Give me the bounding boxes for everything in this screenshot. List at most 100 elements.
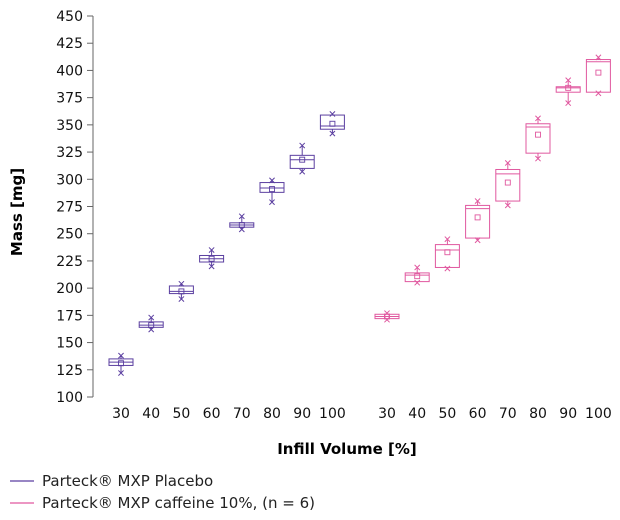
y-tick-label: 400	[56, 63, 83, 79]
x-tick-label: 40	[142, 406, 160, 422]
mean-marker	[595, 69, 602, 76]
mean-marker	[444, 249, 451, 256]
max-marker	[208, 247, 215, 253]
min-marker	[178, 296, 185, 302]
min-marker	[118, 370, 124, 377]
max-marker	[444, 236, 451, 243]
x-tick-label: 60	[203, 406, 221, 422]
min-marker	[535, 155, 541, 162]
box	[465, 204, 491, 239]
y-tick-label: 375	[56, 91, 83, 107]
mean-marker	[535, 131, 541, 138]
box-caffeine-80	[525, 115, 551, 162]
max-marker	[595, 54, 602, 61]
x-tick-label: 100	[319, 406, 346, 422]
y-tick-label: 325	[56, 145, 83, 161]
x-axis: 30 40 50 60 70 80 90 100 30 40 50 60 70 80 90 100	[112, 406, 612, 422]
min-marker	[565, 100, 572, 107]
mean-marker	[148, 322, 155, 329]
x-tick-label: 100	[585, 406, 612, 422]
box-caffeine-30	[374, 310, 400, 323]
max-marker	[148, 314, 155, 321]
min-marker	[595, 90, 602, 97]
y-tick-label: 350	[56, 118, 83, 134]
mean-marker	[238, 222, 245, 228]
x-tick-label: 60	[469, 406, 487, 422]
box	[434, 244, 460, 268]
mean-marker	[414, 273, 421, 280]
box-caffeine-100	[585, 54, 611, 97]
plot-area	[108, 54, 611, 377]
y-tick-label: 225	[56, 254, 83, 270]
x-tick-label: 30	[112, 406, 130, 422]
mean-marker	[504, 179, 511, 186]
max-marker	[329, 111, 336, 117]
min-marker	[299, 168, 306, 175]
x-axis-title: Infill Volume [%]	[277, 440, 417, 458]
y-tick-label: 100	[56, 390, 83, 406]
mean-marker	[208, 255, 215, 262]
box-placebo-80	[259, 177, 285, 206]
y-tick-label: 450	[56, 9, 83, 25]
x-tick-label: 50	[438, 406, 456, 422]
y-tick-label: 200	[56, 281, 83, 297]
box-placebo-70	[229, 213, 255, 233]
box-caffeine-40	[404, 264, 430, 286]
min-marker	[208, 263, 215, 270]
x-tick-label: 90	[559, 406, 577, 422]
max-marker	[474, 198, 481, 205]
mean-marker	[329, 120, 336, 127]
max-marker	[178, 280, 185, 287]
box	[259, 182, 285, 193]
max-marker	[414, 264, 421, 271]
box-caffeine-60	[465, 198, 491, 244]
mean-marker	[384, 313, 390, 320]
max-marker	[238, 213, 245, 220]
box-caffeine-90	[555, 77, 581, 107]
mean-marker	[269, 186, 275, 193]
max-marker	[299, 142, 306, 149]
box-placebo-30	[108, 352, 134, 377]
min-marker	[474, 237, 481, 244]
mean-marker	[178, 288, 185, 295]
box-placebo-100	[319, 111, 345, 137]
x-tick-label: 80	[263, 406, 281, 422]
mean-marker	[474, 214, 481, 221]
box	[404, 272, 430, 283]
y-tick-label: 125	[56, 363, 83, 379]
x-tick-label: 80	[529, 406, 547, 422]
mean-marker	[565, 84, 572, 91]
box-placebo-40	[138, 314, 164, 333]
box-placebo-90	[289, 142, 315, 175]
max-marker	[384, 310, 390, 317]
min-marker	[414, 279, 421, 286]
min-marker	[269, 199, 275, 206]
y-axis-title: Mass [mg]	[8, 168, 26, 256]
min-marker	[329, 130, 336, 137]
y-tick-label: 275	[56, 200, 83, 216]
box	[585, 59, 611, 93]
box-caffeine-50	[434, 236, 460, 272]
max-marker	[269, 177, 275, 184]
legend-label-placebo: Parteck® MXP Placebo	[42, 472, 213, 490]
box	[168, 285, 194, 295]
y-tick-label: 150	[56, 336, 83, 352]
x-tick-label: 70	[499, 406, 517, 422]
box-placebo-50	[168, 280, 194, 302]
max-marker	[504, 160, 511, 166]
box	[495, 168, 521, 202]
min-marker	[504, 202, 511, 209]
mean-marker	[118, 360, 124, 367]
mean-marker	[299, 156, 306, 163]
x-tick-label: 50	[172, 406, 190, 422]
max-marker	[565, 77, 572, 84]
y-tick-label: 175	[56, 308, 83, 324]
legend-label-caffeine: Parteck® MXP caffeine 10%, (n = 6)	[42, 494, 315, 512]
y-axis: 100 125 150 175 200 225 250 275 300 325 350 375 400 4…	[56, 9, 94, 406]
max-marker	[118, 352, 124, 359]
box-caffeine-70	[495, 160, 521, 209]
max-marker	[535, 115, 541, 122]
box	[319, 114, 345, 130]
legend: Parteck® MXP Placebo Parteck® MXP caffei…	[10, 472, 315, 512]
